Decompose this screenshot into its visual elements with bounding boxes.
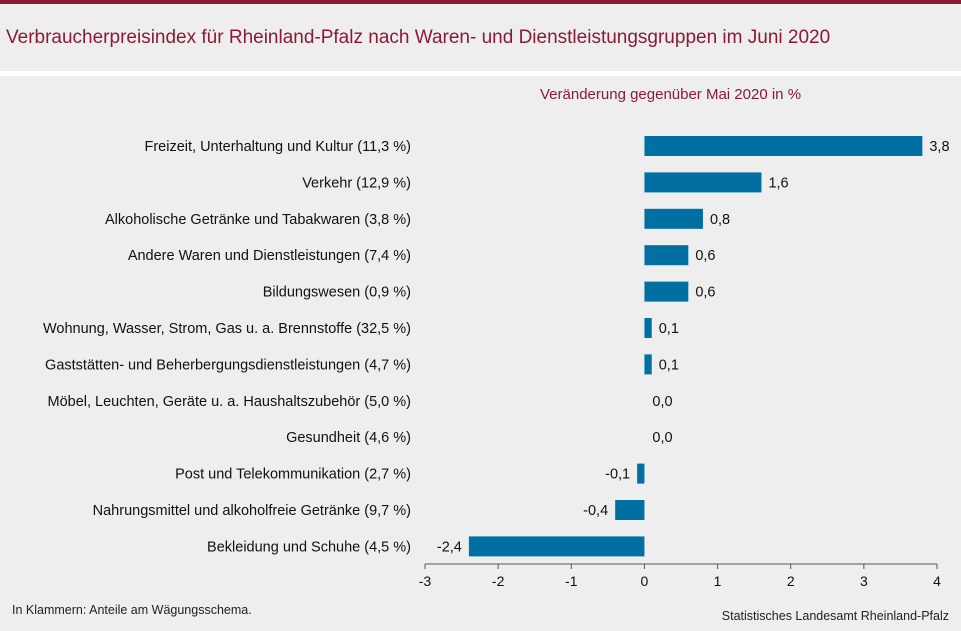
bar	[644, 318, 652, 338]
bar	[637, 463, 645, 484]
x-tick-label: 3	[860, 573, 868, 589]
value-label: 0,1	[659, 357, 679, 373]
value-label: 0,6	[695, 248, 715, 264]
category-label: Verkehr (12,9 %)	[302, 175, 411, 191]
x-tick-label: -3	[419, 573, 432, 589]
value-label: 3,8	[929, 139, 949, 155]
x-tick-label: 0	[641, 573, 649, 589]
x-tick-label: -2	[492, 573, 505, 589]
chart-subtitle: Veränderung gegenüber Mai 2020 in %	[540, 86, 802, 103]
bar	[644, 354, 652, 375]
category-label: Gesundheit (4,6 %)	[286, 430, 411, 446]
value-label: -0,4	[583, 503, 608, 519]
bar	[644, 136, 923, 156]
category-label: Möbel, Leuchten, Geräte u. a. Haushaltsz…	[47, 394, 411, 410]
category-label: Andere Waren und Dienstleistungen (7,4 %…	[128, 248, 411, 264]
value-label: -0,1	[605, 467, 630, 483]
value-label: 1,6	[768, 175, 788, 191]
value-label: 0,0	[652, 430, 672, 446]
x-tick-label: 4	[933, 573, 941, 589]
value-label: 0,1	[659, 321, 679, 337]
category-label: Bekleidung und Schuhe (4,5 %)	[207, 539, 411, 555]
chart-title: Verbraucherpreisindex für Rheinland-Pfal…	[6, 27, 831, 48]
x-tick-label: 2	[787, 573, 795, 589]
x-tick-label: -1	[565, 573, 578, 589]
bar	[644, 281, 689, 302]
bar	[615, 500, 645, 520]
category-label: Freizeit, Unterhaltung und Kultur (11,3 …	[144, 139, 411, 155]
value-label: -2,4	[437, 539, 462, 555]
value-label: 0,8	[710, 212, 730, 228]
top-accent-rule	[0, 0, 961, 4]
category-label: Gaststätten- und Beherbergungsdienstleis…	[45, 357, 411, 373]
category-label: Wohnung, Wasser, Strom, Gas u. a. Brenns…	[43, 321, 411, 337]
value-label: 0,6	[695, 285, 715, 301]
footnote: In Klammern: Anteile am Wägungsschema.	[12, 603, 252, 617]
category-label: Post und Telekommunikation (2,7 %)	[175, 467, 411, 483]
bar	[468, 536, 645, 557]
category-label: Nahrungsmittel und alkoholfreie Getränke…	[93, 503, 411, 519]
header-divider	[0, 71, 961, 76]
category-label: Bildungswesen (0,9 %)	[263, 285, 411, 301]
category-label: Alkoholische Getränke und Tabakwaren (3,…	[105, 212, 411, 228]
source-note: Statistisches Landesamt Rheinland-Pfalz	[721, 609, 949, 623]
bar	[644, 172, 762, 193]
value-label: 0,0	[652, 394, 672, 410]
x-tick-label: 1	[714, 573, 722, 589]
bar	[644, 245, 689, 266]
bar	[644, 208, 703, 229]
